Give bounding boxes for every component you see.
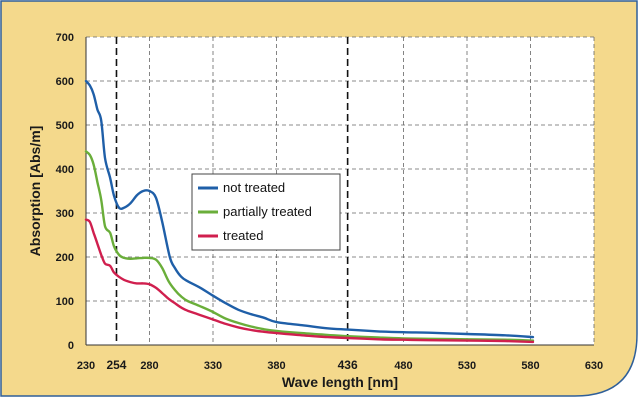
y-tick-label: 300 (56, 208, 74, 220)
x-tick-label: 254 (106, 358, 126, 372)
x-tick-labels: 230 254 280 330 380 436 480 530 580 630 (77, 358, 603, 372)
series-lines (84, 79, 535, 344)
legend-item-not-treated: not treated (198, 180, 285, 195)
y-tick-label: 600 (56, 76, 74, 88)
y-axis-title: Absorption [Abs/m] (27, 126, 43, 257)
y-tick-label: 400 (56, 164, 74, 176)
series-line-not-treated (84, 79, 535, 339)
series-line-treated (84, 218, 535, 344)
legend: not treated partially treated treated (191, 173, 341, 251)
x-tick-label: 530 (458, 360, 476, 372)
legend-label-treated: treated (223, 228, 263, 243)
y-tick-labels: 0 100 200 300 400 500 600 700 (56, 32, 74, 352)
x-tick-label: 230 (77, 360, 95, 372)
y-tick-label: 0 (68, 340, 74, 352)
legend-label-not-treated: not treated (223, 180, 285, 195)
x-tick-label: 330 (204, 360, 222, 372)
x-axis-title: Wave length [nm] (282, 374, 398, 390)
x-tick-label: 436 (338, 358, 358, 372)
x-tick-label: 280 (140, 360, 158, 372)
x-tick-label: 380 (267, 360, 285, 372)
y-tick-label: 700 (56, 32, 74, 44)
y-tick-label: 500 (56, 120, 74, 132)
legend-item-partially-treated: partially treated (198, 204, 312, 219)
x-tick-label: 480 (394, 360, 412, 372)
legend-label-partially-treated: partially treated (223, 204, 312, 219)
legend-item-treated: treated (198, 228, 263, 243)
reference-lines (115, 37, 349, 345)
series-line-partially-treated (84, 150, 535, 342)
x-tick-label: 580 (521, 360, 539, 372)
x-tick-label: 630 (585, 360, 603, 372)
y-tick-label: 100 (56, 296, 74, 308)
y-tick-label: 200 (56, 252, 74, 264)
